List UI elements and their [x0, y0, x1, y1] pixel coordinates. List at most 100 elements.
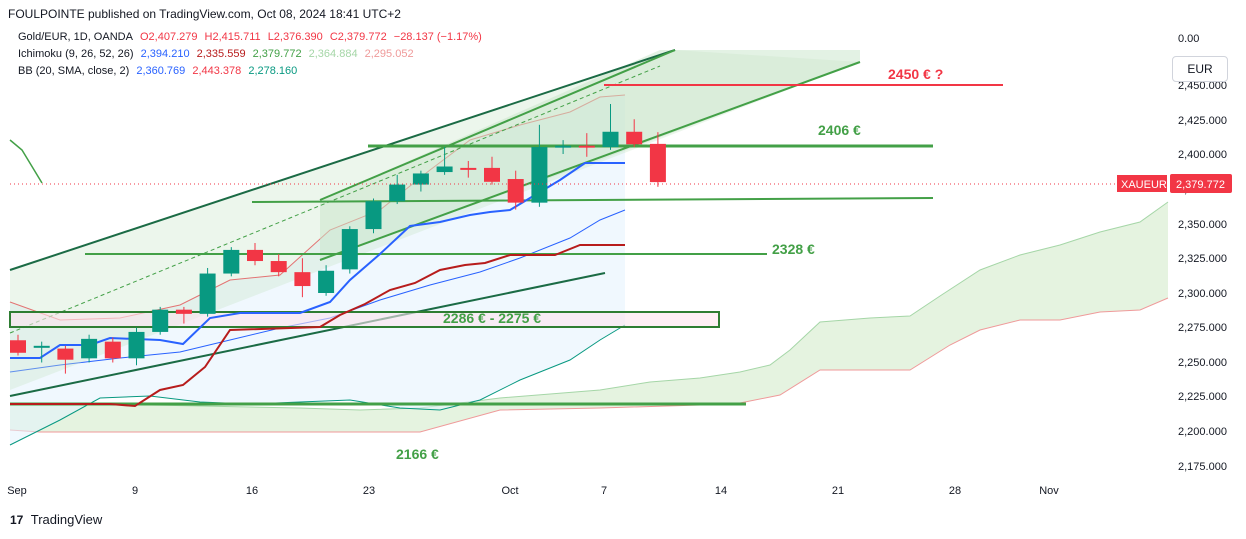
candle-body: [389, 184, 406, 202]
candle: [294, 258, 311, 298]
candle: [507, 170, 524, 210]
tradingview-brand: TradingView: [30, 512, 103, 527]
ichimoku-label: Ichimoku (9, 26, 52, 26): [18, 48, 134, 60]
channel-outer-upper: [319, 49, 676, 201]
candle-body: [33, 345, 50, 348]
bb-lower-line: [9, 324, 626, 446]
candle-body: [602, 131, 619, 148]
candle-body: [152, 309, 169, 332]
candle-body: [81, 338, 98, 359]
y-tick-label: 2,425.000: [1178, 115, 1227, 127]
y-tick-label: 2,400.000: [1178, 149, 1227, 161]
annotation-2166: 2166 €: [396, 446, 439, 462]
kijun-line: [10, 244, 625, 408]
price-badge-symbol-bg: [1117, 175, 1167, 192]
candle-body: [531, 147, 548, 203]
channel-upper-line: [9, 49, 676, 271]
symbol-label: Gold/EUR, 1D, OANDA: [18, 31, 133, 43]
candle-body: [436, 166, 453, 173]
candle-body: [10, 340, 26, 353]
candle: [460, 160, 477, 178]
kumo-cloud: [10, 202, 1168, 432]
x-axis[interactable]: Sep 9 16 23 Oct 7 14 21 28 Nov: [7, 485, 1059, 497]
candle-body: [460, 167, 477, 170]
candle: [152, 306, 169, 335]
candle: [649, 132, 666, 187]
candle-body: [57, 348, 74, 360]
tradingview-footer: 17 TradingView: [10, 512, 102, 527]
senkou-b-line: [9, 297, 1169, 433]
candle-body: [199, 273, 216, 314]
price-badge-symbol: XAUEUR: [1121, 179, 1167, 191]
symbol-legend: Gold/EUR, 1D, OANDA O2,407.279 H2,415.71…: [18, 31, 486, 43]
candle: [223, 247, 240, 277]
candle: [412, 170, 429, 192]
candle: [365, 198, 382, 234]
candle-body: [412, 173, 429, 185]
x-tick-label: 16: [246, 485, 258, 497]
x-tick-label: 7: [601, 485, 607, 497]
annotation-2286-2275: 2286 € - 2275 €: [443, 310, 541, 326]
candle-body: [649, 143, 666, 183]
candle: [531, 124, 548, 207]
ichimoku-v2: 2,335.559: [196, 48, 246, 60]
bb-label: BB (20, SMA, close, 2): [18, 65, 130, 77]
ichimoku-legend: Ichimoku (9, 26, 52, 26) 2,394.210 2,335…: [18, 48, 418, 60]
candle-body: [341, 229, 358, 270]
candle-body: [270, 261, 287, 273]
x-tick-label: 28: [949, 485, 961, 497]
ichimoku-v4: 2,364.884: [308, 48, 358, 60]
ichimoku-v1: 2,394.210: [140, 48, 190, 60]
candle: [555, 140, 572, 154]
currency-button[interactable]: EUR: [1172, 56, 1228, 82]
y-tick-label: 2,225.000: [1178, 391, 1227, 403]
y-tick-label: 2,200.000: [1178, 426, 1227, 438]
y-axis[interactable]: 0.002,450.0002,425.0002,400.0002,375.000…: [1178, 33, 1227, 473]
candle: [33, 341, 50, 363]
x-tick-label: 23: [363, 485, 375, 497]
candle: [247, 242, 263, 266]
candle: [128, 327, 145, 366]
y-tick-label: 0.00: [1178, 33, 1199, 45]
close-value: C2,379.772: [329, 31, 387, 43]
upper-channel-fill: [10, 50, 860, 390]
y-tick-label: 2,350.000: [1178, 219, 1227, 231]
annotation-2450: 2450 € ?: [888, 66, 943, 82]
price-badge-value: 2,379.772: [1176, 179, 1225, 191]
publisher-line: FOULPOINTE published on TradingView.com,…: [8, 7, 401, 21]
bb-v3: 2,278.160: [248, 65, 298, 77]
zone-2286-2275: [9, 311, 720, 328]
candle: [436, 147, 453, 175]
x-tick-label: 21: [832, 485, 844, 497]
y-tick-label: 2,175.000: [1178, 461, 1227, 473]
annotation-2328: 2328 €: [772, 241, 815, 257]
candle: [626, 119, 643, 148]
price-badge-value-bg: [1170, 174, 1232, 193]
candle: [270, 254, 287, 277]
candle-body: [626, 131, 643, 145]
ichimoku-v3: 2,379.772: [252, 48, 302, 60]
candle: [602, 103, 619, 150]
candle-body: [223, 249, 240, 274]
candle-body: [484, 167, 500, 182]
candle-body: [128, 331, 145, 359]
candles-group: [10, 103, 666, 374]
candle: [81, 334, 98, 363]
candle-body: [555, 145, 572, 148]
candle-body: [294, 272, 311, 287]
candle-body: [247, 249, 263, 262]
candle: [10, 334, 26, 356]
candle: [175, 306, 192, 324]
y-tick-label: 2,450.000: [1178, 80, 1227, 92]
candle: [484, 156, 500, 185]
candle-body: [318, 270, 335, 293]
candle-body: [365, 201, 382, 230]
channel-lower-line: [9, 272, 606, 397]
ichimoku-v5: 2,295.052: [364, 48, 414, 60]
open-value: O2,407.279: [139, 31, 198, 43]
y-tick-label: 2,250.000: [1178, 357, 1227, 369]
candle-body: [104, 341, 121, 359]
candle-body: [507, 179, 524, 203]
candle: [104, 337, 121, 363]
